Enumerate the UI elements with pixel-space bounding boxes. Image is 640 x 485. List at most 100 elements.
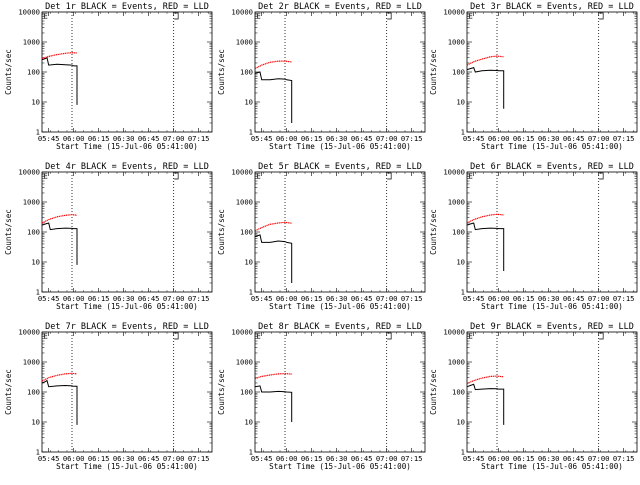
interval-marker bbox=[174, 12, 179, 20]
interval-marker bbox=[174, 332, 179, 340]
x-tick-label: 05:45 bbox=[38, 294, 60, 303]
x-tick-label: 06:30 bbox=[538, 294, 560, 303]
y-tick-label: 1000 bbox=[236, 358, 253, 367]
x-tick-label: 07:00 bbox=[588, 134, 610, 143]
y-tick-label: 1 bbox=[36, 288, 40, 297]
series-lld-line bbox=[254, 221, 292, 232]
y-axis-label: Counts/sec bbox=[217, 369, 226, 415]
x-tick-label: 06:00 bbox=[488, 134, 510, 143]
x-tick-label: 06:45 bbox=[563, 294, 585, 303]
panel-title: Det 9r BLACK = Events, RED = LLD bbox=[470, 322, 634, 332]
x-axis-label: Start Time (15-Jul-06 05:41:00) bbox=[481, 462, 623, 471]
plot-frame bbox=[254, 171, 426, 293]
x-tick-label: 06:15 bbox=[88, 294, 110, 303]
x-tick-label: 06:00 bbox=[276, 134, 298, 143]
y-tick-label: 100 bbox=[27, 68, 40, 77]
x-tick-label: 06:45 bbox=[351, 454, 373, 463]
x-tick-label: 07:15 bbox=[613, 294, 635, 303]
x-tick-label: 07:15 bbox=[613, 134, 635, 143]
x-tick-label: 06:45 bbox=[138, 134, 160, 143]
x-tick-label: 07:00 bbox=[163, 294, 185, 303]
y-tick-label: 1 bbox=[461, 128, 465, 137]
panel-title: Det 8r BLACK = Events, RED = LLD bbox=[258, 322, 422, 332]
y-tick-label: 1 bbox=[461, 448, 465, 457]
panel-det-1: Det 1r BLACK = Events, RED = LLD 1 10 100 10… bbox=[4, 2, 213, 151]
y-tick-label: 10 bbox=[456, 98, 465, 107]
y-tick-label: 10 bbox=[244, 418, 253, 427]
x-tick-label: 05:45 bbox=[38, 454, 60, 463]
plot-frame bbox=[254, 11, 426, 133]
y-tick-label: 100 bbox=[240, 388, 253, 397]
interval-marker bbox=[387, 332, 392, 340]
y-axis-label: Counts/sec bbox=[4, 369, 13, 415]
series-events-line bbox=[41, 379, 78, 425]
y-tick-label: 1 bbox=[36, 128, 40, 137]
y-tick-label: 10000 bbox=[443, 168, 465, 177]
x-tick-label: 06:30 bbox=[538, 454, 560, 463]
plot-frame bbox=[41, 331, 213, 453]
x-tick-label: 06:45 bbox=[138, 294, 160, 303]
x-tick-label: 06:00 bbox=[63, 454, 85, 463]
y-tick-label: 10 bbox=[244, 258, 253, 267]
x-tick-label: 07:00 bbox=[588, 454, 610, 463]
series-lld-line bbox=[41, 372, 78, 382]
x-tick-label: 05:45 bbox=[463, 294, 485, 303]
series-events-line bbox=[466, 383, 505, 425]
y-tick-label: 1000 bbox=[236, 198, 253, 207]
x-axis-label: Start Time (15-Jul-06 05:41:00) bbox=[481, 302, 623, 311]
interval-marker-label: E bbox=[469, 172, 473, 181]
y-tick-label: 100 bbox=[240, 68, 253, 77]
y-axis-label: Counts/sec bbox=[217, 209, 226, 255]
y-axis-label: Counts/sec bbox=[4, 49, 13, 95]
y-tick-label: 1 bbox=[249, 128, 253, 137]
x-tick-label: 05:45 bbox=[38, 134, 60, 143]
y-tick-label: 1 bbox=[36, 448, 40, 457]
series-lld-line bbox=[466, 55, 504, 66]
panel-title: Det 1r BLACK = Events, RED = LLD bbox=[45, 2, 209, 12]
plot-frame bbox=[41, 171, 213, 293]
panel-det-2: Det 2r BLACK = Events, RED = LLD 1 10 100 10… bbox=[217, 2, 426, 151]
series-events-line bbox=[254, 234, 293, 283]
y-tick-label: 10000 bbox=[18, 8, 40, 17]
panel-det-4: Det 4r BLACK = Events, RED = LLD 1 10 100 10… bbox=[4, 162, 213, 311]
x-tick-label: 06:45 bbox=[138, 454, 160, 463]
plot-frame bbox=[41, 11, 213, 133]
x-tick-label: 06:15 bbox=[513, 294, 535, 303]
series-lld-line bbox=[466, 375, 504, 385]
y-tick-label: 10000 bbox=[231, 8, 253, 17]
series-events-line bbox=[466, 66, 505, 109]
y-axis-label: Counts/sec bbox=[429, 49, 438, 95]
x-tick-label: 05:45 bbox=[251, 454, 273, 463]
series-lld-line bbox=[254, 372, 292, 380]
x-tick-label: 05:45 bbox=[463, 134, 485, 143]
x-tick-label: 06:30 bbox=[113, 454, 135, 463]
x-tick-label: 07:15 bbox=[401, 134, 423, 143]
plot-frame bbox=[466, 331, 638, 453]
x-tick-label: 07:15 bbox=[613, 454, 635, 463]
x-tick-label: 07:15 bbox=[188, 134, 210, 143]
series-events-line bbox=[41, 222, 78, 265]
y-tick-label: 1000 bbox=[23, 358, 40, 367]
y-tick-label: 1000 bbox=[448, 38, 465, 47]
y-axis-label: Counts/sec bbox=[429, 209, 438, 255]
x-tick-label: 06:00 bbox=[276, 294, 298, 303]
x-tick-label: 07:15 bbox=[188, 454, 210, 463]
y-tick-label: 100 bbox=[452, 68, 465, 77]
interval-marker-label: E bbox=[44, 12, 48, 21]
interval-marker bbox=[599, 332, 604, 340]
x-tick-label: 07:15 bbox=[188, 294, 210, 303]
y-tick-label: 100 bbox=[240, 228, 253, 237]
plot-frame bbox=[466, 11, 638, 133]
y-tick-label: 10 bbox=[31, 258, 40, 267]
interval-marker-label: E bbox=[469, 12, 473, 21]
y-tick-label: 1000 bbox=[448, 198, 465, 207]
interval-marker bbox=[174, 172, 179, 180]
interval-marker-label: E bbox=[44, 332, 48, 341]
y-tick-label: 10000 bbox=[231, 168, 253, 177]
x-tick-label: 06:45 bbox=[351, 134, 373, 143]
panel-det-5: Det 5r BLACK = Events, RED = LLD 1 10 100 10… bbox=[217, 162, 426, 311]
series-events-line bbox=[466, 222, 505, 271]
x-tick-label: 05:45 bbox=[251, 294, 273, 303]
